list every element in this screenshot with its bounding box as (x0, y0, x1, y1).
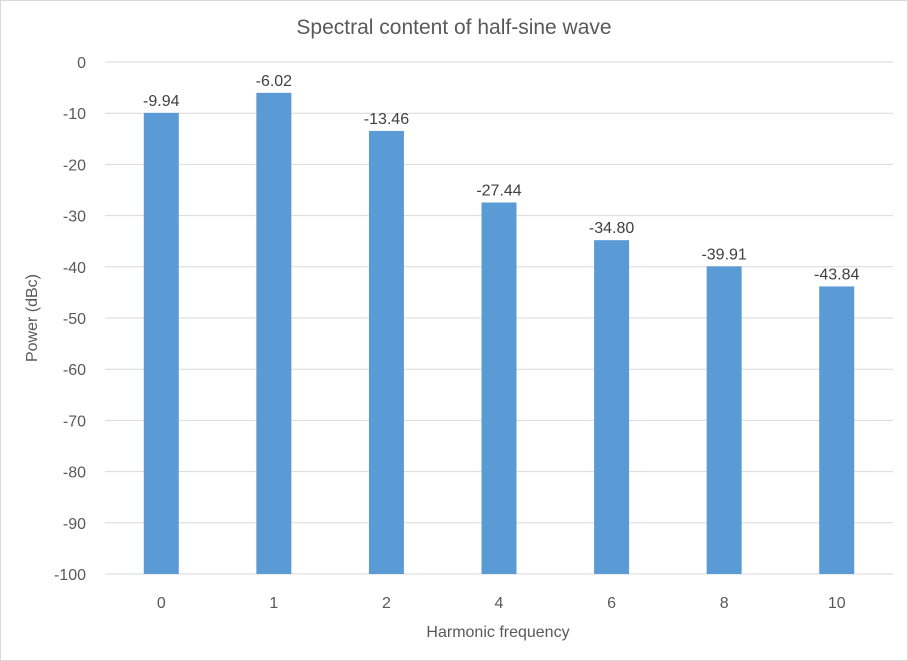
bar (819, 286, 855, 574)
data-label: -43.84 (814, 266, 859, 283)
x-tick-label: 4 (495, 595, 504, 612)
y-tick-label: 0 (77, 55, 86, 72)
bar (481, 202, 517, 574)
x-tick-label: 2 (382, 595, 391, 612)
y-tick-label: -30 (63, 209, 86, 226)
data-label: -9.94 (143, 93, 180, 110)
y-tick-label: -60 (63, 362, 86, 379)
bar (706, 266, 742, 574)
y-tick-label: -10 (63, 106, 86, 123)
bar (256, 92, 292, 575)
y-tick-label: -80 (63, 465, 86, 482)
x-tick-label: 10 (828, 595, 846, 612)
bar (594, 240, 630, 574)
y-tick-label: -70 (63, 413, 86, 430)
data-label: -34.80 (589, 220, 634, 237)
y-tick-label: -90 (63, 516, 86, 533)
y-tick-label: -40 (63, 260, 86, 277)
data-label: -13.46 (364, 111, 409, 128)
x-tick-label: 6 (607, 595, 616, 612)
y-tick-label: -50 (63, 311, 86, 328)
x-tick-label: 0 (157, 595, 166, 612)
x-axis-label: Harmonic frequency (426, 624, 569, 641)
bars (143, 92, 855, 575)
chart-title: Spectral content of half-sine wave (296, 16, 611, 39)
data-labels: -9.94 -6.02 -13.46 -27.44 -34.80 -39.91 -43.84 (143, 73, 859, 284)
data-label: -27.44 (476, 182, 521, 199)
x-axis-ticks: 0 1 2 4 6 8 10 (157, 595, 846, 612)
y-tick-label: -100 (54, 567, 86, 584)
y-axis-label: Power (dBc) (24, 274, 41, 362)
y-tick-label: -20 (63, 157, 86, 174)
x-tick-label: 1 (269, 595, 278, 612)
bar (368, 130, 404, 574)
data-label: -6.02 (256, 73, 293, 90)
y-axis-ticks: 0 -10 -20 -30 -40 -50 -60 -70 -80 -90 -100 (54, 55, 86, 584)
x-tick-label: 8 (720, 595, 729, 612)
bar (143, 112, 179, 575)
data-label: -39.91 (701, 246, 746, 263)
